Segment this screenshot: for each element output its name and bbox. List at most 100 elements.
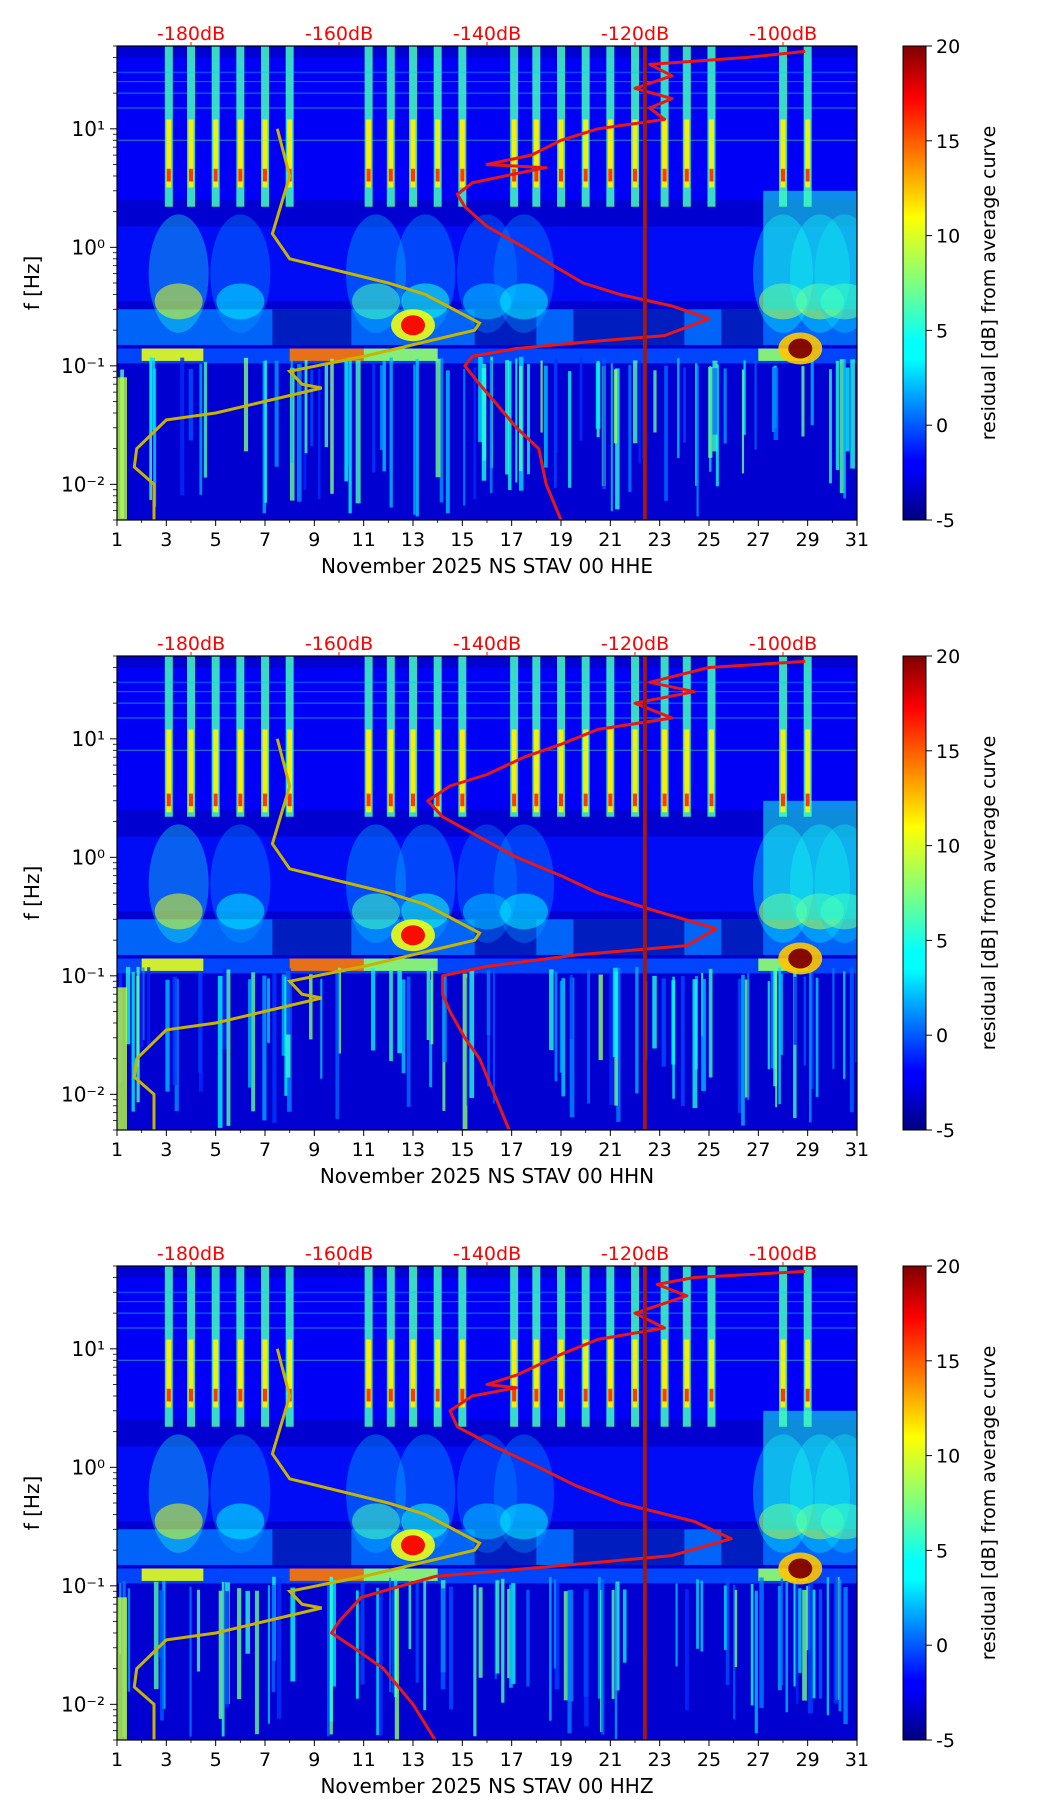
x-tick-label: 15 bbox=[450, 529, 474, 551]
colorbar-tick-label: 5 bbox=[936, 320, 948, 342]
db-tick-label: -120dB bbox=[601, 23, 669, 45]
reference-curve bbox=[132, 738, 482, 1130]
x-tick-label: 3 bbox=[160, 1139, 172, 1161]
psd-curve bbox=[330, 1269, 806, 1740]
x-tick-label: 21 bbox=[598, 1749, 622, 1771]
colorbar-tick-label: 0 bbox=[936, 1635, 948, 1657]
colorbar-tick-label: -5 bbox=[936, 510, 955, 532]
colorbar-label: residual [dB] from average curve bbox=[978, 736, 1000, 1051]
psd-curve bbox=[455, 49, 806, 520]
spectrogram-heatmap bbox=[117, 656, 857, 1130]
y-axis-label: f [Hz] bbox=[20, 256, 44, 311]
x-tick-label: 27 bbox=[746, 1749, 770, 1771]
y-tick-label: 10⁻² bbox=[61, 472, 105, 496]
db-tick-label: -120dB bbox=[601, 1243, 669, 1265]
y-tick-label: 10⁻² bbox=[61, 1082, 105, 1106]
x-axis-label: November 2025 NS STAV 00 HHZ bbox=[320, 1774, 653, 1798]
colorbar-tick-label: 15 bbox=[936, 1351, 960, 1373]
x-tick-label: 5 bbox=[210, 1749, 222, 1771]
colorbar-tick-label: -5 bbox=[936, 1730, 955, 1752]
x-tick-label: 7 bbox=[259, 1139, 271, 1161]
x-tick-label: 19 bbox=[549, 1749, 573, 1771]
x-tick-label: 23 bbox=[648, 529, 672, 551]
x-tick-label: 27 bbox=[746, 529, 770, 551]
x-tick-label: 3 bbox=[160, 1749, 172, 1771]
colorbar-tick-label: 0 bbox=[936, 1025, 948, 1047]
x-tick-label: 13 bbox=[401, 1749, 425, 1771]
db-tick-label: -180dB bbox=[157, 633, 225, 655]
x-tick-label: 23 bbox=[648, 1139, 672, 1161]
db-tick-label: -120dB bbox=[601, 633, 669, 655]
db-tick-label: -160dB bbox=[305, 1243, 373, 1265]
colorbar-tick-label: 10 bbox=[936, 836, 960, 858]
y-tick-label: 10⁻¹ bbox=[61, 1574, 105, 1598]
reference-curve bbox=[132, 1348, 482, 1740]
colorbar-tick-label: 0 bbox=[936, 415, 948, 437]
x-tick-label: 19 bbox=[549, 529, 573, 551]
y-tick-label: 10⁰ bbox=[72, 1455, 105, 1479]
x-tick-label: 13 bbox=[401, 1139, 425, 1161]
x-tick-label: 21 bbox=[598, 529, 622, 551]
db-tick-label: -100dB bbox=[749, 23, 817, 45]
y-axis-label: f [Hz] bbox=[20, 1476, 44, 1531]
x-tick-label: 3 bbox=[160, 529, 172, 551]
colorbar-tick-label: 5 bbox=[936, 1540, 948, 1562]
colorbar-gradient bbox=[902, 655, 927, 1131]
colorbar-gradient bbox=[902, 1265, 927, 1741]
x-tick-label: 31 bbox=[845, 529, 869, 551]
x-tick-label: 13 bbox=[401, 529, 425, 551]
y-tick-label: 10¹ bbox=[72, 727, 105, 751]
y-tick-label: 10⁰ bbox=[72, 235, 105, 259]
colorbar: -5 0 5 10 15 20 residual [dB] from average cur… bbox=[902, 646, 1000, 1142]
y-axis-label: f [Hz] bbox=[20, 866, 44, 921]
colorbar: -5 0 5 10 15 20 residual [dB] from average cur… bbox=[902, 1256, 1000, 1752]
db-tick-label: -100dB bbox=[749, 1243, 817, 1265]
colorbar-label: residual [dB] from average curve bbox=[978, 126, 1000, 441]
spectrogram-heatmap bbox=[117, 1266, 857, 1740]
x-tick-label: 31 bbox=[845, 1139, 869, 1161]
x-tick-label: 17 bbox=[500, 1749, 524, 1771]
colorbar-tick-label: -5 bbox=[936, 1120, 955, 1142]
x-tick-label: 1 bbox=[111, 529, 123, 551]
x-tick-label: 21 bbox=[598, 1139, 622, 1161]
x-tick-label: 29 bbox=[796, 1139, 820, 1161]
y-tick-label: 10⁻¹ bbox=[61, 964, 105, 988]
db-tick-label: -180dB bbox=[157, 1243, 225, 1265]
x-tick-label: 17 bbox=[500, 1139, 524, 1161]
x-tick-label: 29 bbox=[796, 1749, 820, 1771]
x-axis-label: November 2025 NS STAV 00 HHE bbox=[321, 554, 653, 578]
colorbar-tick-label: 20 bbox=[936, 646, 960, 668]
y-tick-label: 10¹ bbox=[72, 117, 105, 141]
x-tick-label: 23 bbox=[648, 1749, 672, 1771]
x-tick-label: 29 bbox=[796, 529, 820, 551]
colorbar-tick-label: 15 bbox=[936, 741, 960, 763]
x-tick-label: 25 bbox=[697, 1139, 721, 1161]
x-axis-label: November 2025 NS STAV 00 HHN bbox=[320, 1164, 654, 1188]
x-tick-label: 9 bbox=[308, 529, 320, 551]
x-tick-label: 25 bbox=[697, 529, 721, 551]
x-tick-label: 11 bbox=[352, 1139, 376, 1161]
colorbar-tick-label: 15 bbox=[936, 131, 960, 153]
db-tick-label: -140dB bbox=[453, 633, 521, 655]
x-tick-label: 9 bbox=[308, 1749, 320, 1771]
y-tick-label: 10⁻² bbox=[61, 1692, 105, 1716]
x-tick-label: 11 bbox=[352, 1749, 376, 1771]
y-tick-label: 10¹ bbox=[72, 1337, 105, 1361]
x-tick-label: 25 bbox=[697, 1749, 721, 1771]
x-tick-label: 9 bbox=[308, 1139, 320, 1161]
reference-curve bbox=[132, 128, 482, 520]
colorbar-tick-label: 10 bbox=[936, 1446, 960, 1468]
colorbar-gradient bbox=[902, 45, 927, 521]
y-tick-label: 10⁰ bbox=[72, 845, 105, 869]
x-tick-label: 11 bbox=[352, 529, 376, 551]
x-tick-label: 31 bbox=[845, 1749, 869, 1771]
db-tick-label: -140dB bbox=[453, 23, 521, 45]
x-tick-label: 15 bbox=[450, 1749, 474, 1771]
y-tick-label: 10⁻¹ bbox=[61, 354, 105, 378]
psd-curve bbox=[426, 659, 806, 1130]
x-tick-label: 19 bbox=[549, 1139, 573, 1161]
